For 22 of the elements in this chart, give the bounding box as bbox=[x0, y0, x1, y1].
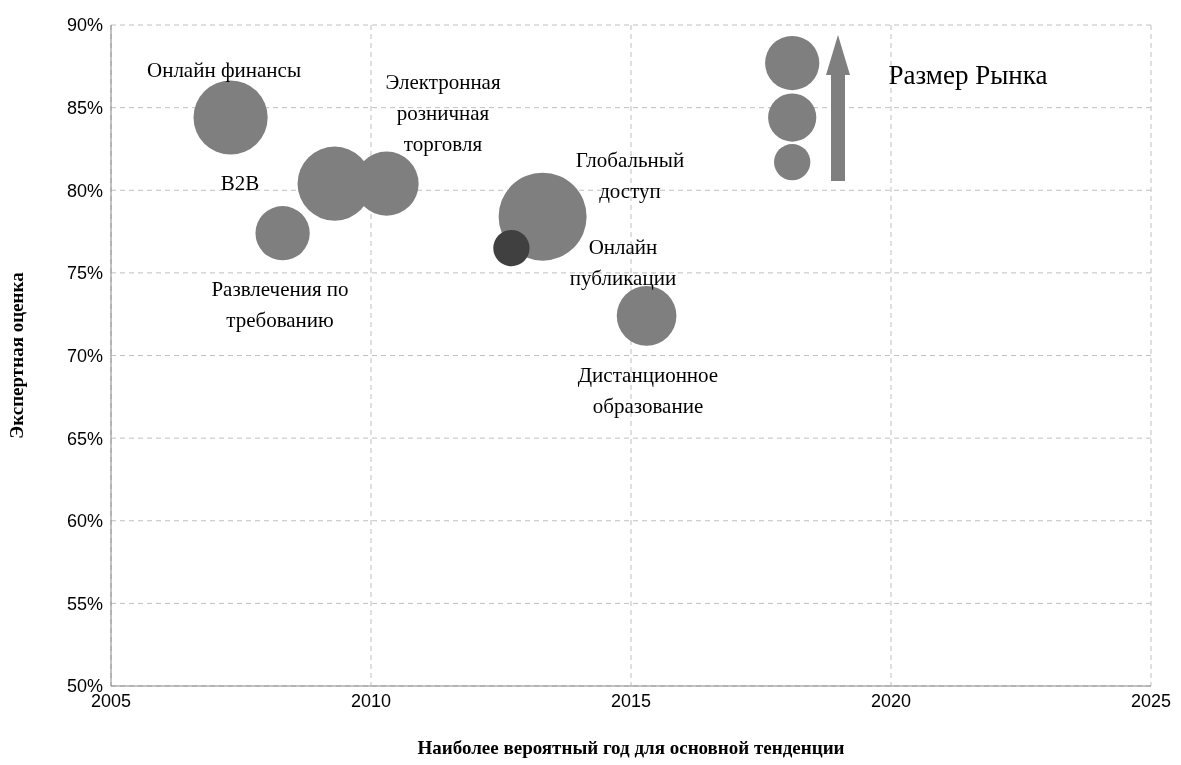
y-tick-label: 65% bbox=[66, 428, 103, 449]
y-tick-label: 90% bbox=[66, 15, 103, 36]
annotation: Глобальный доступ bbox=[575, 147, 685, 203]
y-tick-label: 75% bbox=[66, 263, 103, 284]
y-axis-title: Экспертная оценка bbox=[5, 271, 27, 439]
annotation: Размер Рынка bbox=[888, 60, 1048, 90]
y-tick-label: 85% bbox=[66, 98, 103, 119]
y-tick-label: 55% bbox=[66, 593, 103, 614]
y-tick-label: 70% bbox=[66, 345, 103, 366]
x-tick-label: 2010 bbox=[350, 690, 392, 711]
x-tick-label: 2015 bbox=[610, 690, 652, 711]
x-tick-label: 2025 bbox=[1130, 690, 1172, 711]
x-axis-title: Наиболее вероятный год для основной тенденции bbox=[417, 737, 845, 758]
annotation: B2B bbox=[220, 171, 260, 195]
y-tick-label: 60% bbox=[66, 511, 103, 532]
annotation: Развлечения по требованию bbox=[211, 276, 349, 332]
x-tick-label: 2020 bbox=[870, 690, 912, 711]
annotation: Дистанционное образование bbox=[577, 362, 719, 418]
annotation: Электронная розничная торговля bbox=[385, 70, 501, 156]
annotation: Онлайн финансы bbox=[146, 58, 302, 82]
annotation: Онлайн публикации bbox=[569, 234, 677, 290]
y-tick-label: 80% bbox=[66, 180, 103, 201]
